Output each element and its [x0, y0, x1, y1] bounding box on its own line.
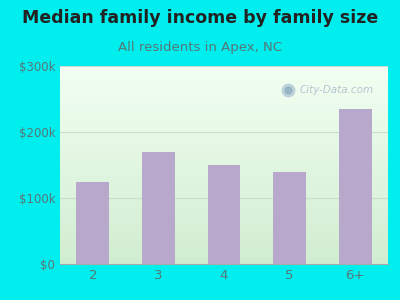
Text: All residents in Apex, NC: All residents in Apex, NC	[118, 40, 282, 53]
Bar	[76, 182, 109, 264]
Bar	[339, 109, 372, 264]
Text: City-Data.com: City-Data.com	[300, 85, 374, 95]
Text: Median family income by family size: Median family income by family size	[22, 9, 378, 27]
Bar	[142, 152, 175, 264]
Bar	[208, 165, 240, 264]
Bar	[273, 172, 306, 264]
